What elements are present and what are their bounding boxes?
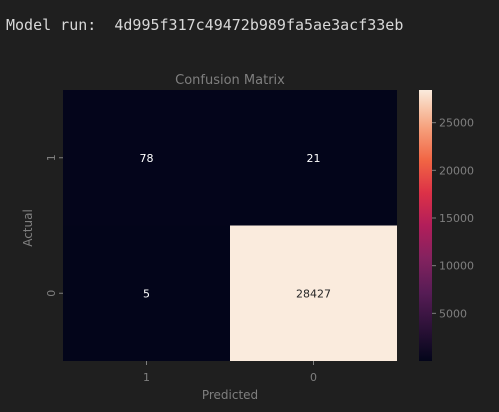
heatmap-cell	[230, 225, 397, 361]
y-axis-label: Actual	[21, 209, 35, 247]
heatmap-cell-value: 5	[143, 287, 150, 300]
colorbar-tick-label: 15000	[439, 212, 474, 225]
model-run-line: Model run: 4d995f317c49472b989fa5ae3acf3…	[6, 16, 403, 34]
y-tick-label: 0	[45, 290, 58, 297]
colorbar-ticks: 5000 10000 15000 20000 25000	[432, 117, 474, 320]
colorbar-tick-label: 25000	[439, 117, 474, 130]
colorbar-tick-label: 5000	[439, 307, 467, 320]
colorbar-tick-label: 20000	[439, 164, 474, 177]
heatmap-cell-labels: 78 21 5 28427	[140, 152, 332, 301]
heatmap-cell	[230, 90, 397, 226]
model-run-label: Model run:	[6, 16, 97, 34]
x-tick-label: 1	[143, 371, 150, 384]
colorbar	[419, 90, 432, 361]
heatmap-cell-value: 28427	[296, 287, 331, 300]
y-axis: 10	[45, 154, 63, 297]
heatmap-cells	[63, 90, 397, 361]
x-axis-label: Predicted	[202, 388, 258, 402]
chart-title: Confusion Matrix	[175, 73, 285, 88]
heatmap-cell-value: 78	[140, 152, 154, 165]
heatmap-cell	[63, 225, 230, 361]
x-tick-label: 0	[310, 371, 317, 384]
model-run-id: 4d995f317c49472b989fa5ae3acf33eb	[114, 16, 404, 34]
y-tick-label: 1	[45, 154, 58, 161]
heatmap-cell	[63, 90, 230, 226]
colorbar-tick-label: 10000	[439, 260, 474, 273]
heatmap-cell-value: 21	[307, 152, 321, 165]
